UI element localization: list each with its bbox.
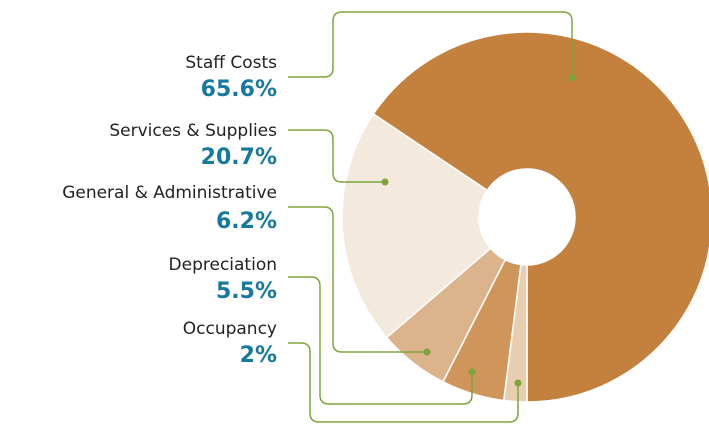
category-label: Services & Supplies — [109, 121, 277, 141]
category-label: Staff Costs — [185, 53, 277, 73]
leader-dot — [514, 379, 522, 387]
value-label: 2% — [240, 343, 277, 368]
category-label: Depreciation — [169, 255, 277, 275]
leader-line — [288, 342, 519, 423]
leader-line — [288, 206, 427, 353]
leader-dot — [568, 74, 576, 82]
value-label: 5.5% — [216, 279, 277, 304]
leader-line — [288, 11, 573, 78]
slice — [341, 112, 492, 339]
leader-line — [288, 276, 473, 405]
value-label: 65.6% — [201, 77, 277, 102]
category-label: Occupancy — [183, 319, 277, 339]
leader-dot — [423, 348, 431, 356]
category-label: General & Administrative — [62, 183, 277, 203]
value-label: 6.2% — [216, 209, 277, 234]
leader-line — [288, 129, 385, 183]
leader-dot — [468, 368, 476, 376]
value-label: 20.7% — [201, 145, 277, 170]
slice — [502, 263, 528, 403]
leader-dot — [381, 178, 389, 186]
slice — [372, 31, 709, 403]
